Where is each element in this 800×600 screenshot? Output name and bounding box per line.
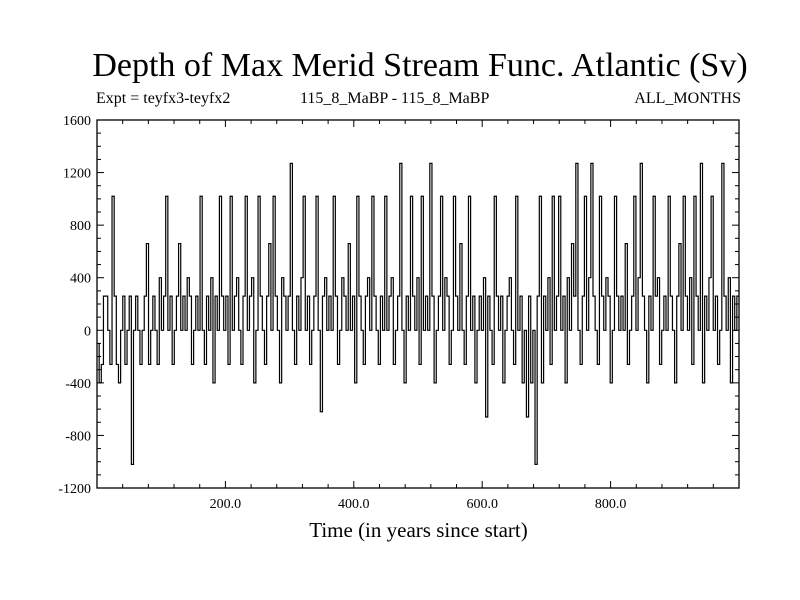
- x-tick-label: 400.0: [338, 497, 370, 512]
- plot-frame: [96, 119, 740, 489]
- x-axis-label: Time (in years since start): [309, 518, 528, 542]
- y-tick-label: 400: [70, 272, 91, 287]
- ticks-layer: -1200 -800 -400 0 400 800 1200 1600 200.0 400.0 60…: [58, 114, 739, 512]
- y-tick-label: 1600: [63, 114, 91, 129]
- chart-title: Depth of Max Merid Stream Func. Atlantic…: [92, 47, 748, 84]
- experiment-label: Expt = teyfx3-teyfx2: [96, 90, 231, 107]
- x-tick-label: 200.0: [210, 497, 242, 512]
- series-line-0: [97, 162, 739, 465]
- y-tick-label: 1200: [63, 167, 91, 182]
- x-tick-label: 600.0: [466, 497, 498, 512]
- y-tick-label: -400: [65, 377, 91, 392]
- x-tick-label: 800.0: [595, 497, 627, 512]
- series-layer: [97, 162, 739, 465]
- y-tick-label: 0: [84, 324, 91, 339]
- y-tick-label: -1200: [58, 482, 91, 497]
- period-label: 115_8_MaBP - 115_8_MaBP: [300, 90, 490, 107]
- y-tick-label: 800: [70, 219, 91, 234]
- y-tick-label: -800: [65, 429, 91, 444]
- months-label: ALL_MONTHS: [634, 90, 741, 107]
